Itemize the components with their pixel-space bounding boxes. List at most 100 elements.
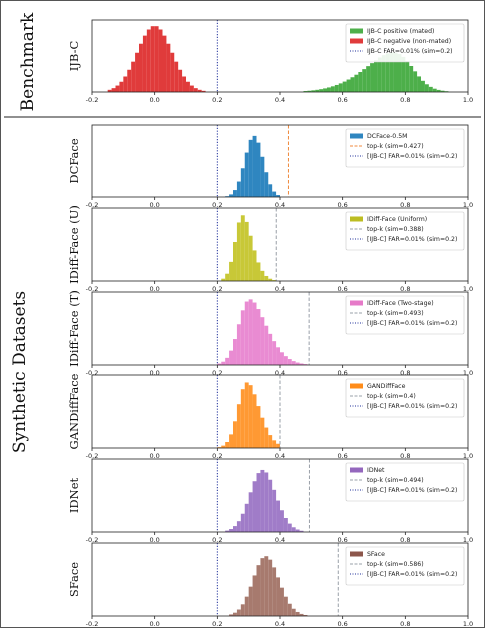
x-tick-label: 0.0	[149, 452, 159, 460]
histogram-bar	[315, 89, 320, 92]
histogram-bar	[260, 156, 265, 197]
x-tick-label: 0.4	[275, 369, 285, 377]
legend-box	[345, 378, 465, 418]
x-tick-label: 0.8	[400, 536, 410, 544]
legend-label: SFace	[367, 551, 385, 558]
histogram-bar	[264, 325, 269, 365]
histogram-bar	[166, 43, 171, 92]
histogram-bar	[236, 609, 241, 616]
x-tick-label: 0.6	[337, 452, 347, 460]
histogram-bar	[276, 500, 280, 532]
histogram-bar	[256, 142, 261, 197]
histogram-bar	[233, 242, 237, 281]
histogram-bar	[240, 168, 245, 197]
legend-label: [IJB-C] FAR=0.01% (sim=0.2)	[367, 153, 457, 160]
histogram-bar	[268, 479, 273, 532]
histogram-bar	[287, 359, 292, 365]
legend-box	[345, 128, 465, 168]
histogram-bar	[162, 35, 167, 92]
histogram-bar	[432, 88, 437, 92]
histogram-bar	[260, 469, 265, 532]
histogram-bar	[154, 26, 159, 92]
legend-swatch	[350, 383, 363, 389]
histogram-bar	[272, 280, 277, 281]
x-tick-label: 0.8	[400, 96, 410, 104]
histogram-bar	[244, 596, 249, 616]
panel-3: IDiff-Face (T) -0.2 0.0 0.2 0.4 0.6 0.8 1.0 IDif…	[67, 290, 473, 377]
histogram-bar	[252, 394, 257, 448]
histogram-bar	[260, 558, 265, 616]
histogram-bar	[248, 492, 253, 532]
histogram-bar	[225, 357, 230, 365]
histogram-bar	[374, 60, 378, 92]
histogram-bar	[366, 66, 371, 92]
histogram-bar	[283, 518, 288, 532]
x-tick-label: 0.2	[212, 536, 222, 544]
legend-label: [IJB-C] FAR=0.01% (sim=0.2)	[367, 403, 457, 410]
histogram-bar	[240, 513, 245, 532]
histogram-bar	[401, 56, 406, 92]
histogram-bar	[244, 301, 249, 365]
x-tick-label: 0.8	[400, 620, 410, 628]
x-tick-label: 1.0	[463, 285, 473, 293]
histogram-bar	[272, 567, 277, 616]
histogram-bar	[256, 406, 261, 448]
x-tick-label: 0.2	[212, 369, 222, 377]
histogram-panels: IJB-C -0.2 0.0 0.2 0.4 0.6 0.8 1.0 IJB-C positiv…	[67, 19, 473, 628]
x-tick-label: 0.0	[149, 201, 159, 209]
legend-swatch	[350, 551, 363, 557]
histogram-bar	[299, 363, 304, 365]
histogram-bar	[283, 596, 288, 616]
legend-label: [IJB-C] FAR=0.01% (sim=0.2)	[367, 487, 457, 494]
row-label: IDNet	[67, 478, 81, 514]
histogram-bar	[272, 489, 277, 532]
x-tick-label: 1.0	[463, 369, 473, 377]
histogram-bar	[252, 250, 257, 281]
row-label: GANDiffFace	[67, 373, 81, 449]
histogram-bar	[225, 442, 230, 448]
histogram-bar	[189, 85, 194, 92]
x-tick-label: 0.6	[337, 285, 347, 293]
histogram-bar	[240, 310, 245, 365]
legend-box	[345, 23, 465, 63]
x-tick-label: 0.0	[149, 96, 159, 104]
panel-2: IDiff-Face (U) -0.2 0.0 0.2 0.4 0.6 0.8 1.0 IDif…	[67, 205, 473, 293]
histogram-bar	[264, 472, 269, 532]
legend-label: top-k (sim=0.388)	[367, 226, 424, 233]
histogram-bar	[264, 172, 269, 197]
x-tick-label: 0.2	[212, 96, 222, 104]
histogram-bar	[409, 66, 414, 92]
legend-label: IJB-C negative (non-mated)	[367, 38, 451, 45]
histogram-bar	[146, 29, 151, 92]
legend-swatch	[350, 133, 363, 139]
x-tick-label: 0.2	[212, 285, 222, 293]
x-tick-label: 1.0	[463, 96, 473, 104]
histogram-bar	[264, 275, 269, 281]
histogram-bar	[260, 270, 265, 281]
histogram-bar	[264, 556, 269, 616]
histogram-bar	[236, 222, 241, 281]
histogram-bar	[256, 473, 261, 532]
x-tick-label: 0.2	[212, 201, 222, 209]
histogram-bar	[268, 435, 273, 448]
histogram-bar	[248, 299, 253, 365]
x-tick-label: 0.0	[149, 369, 159, 377]
histogram-bar	[299, 613, 304, 616]
histogram-bar	[111, 88, 116, 92]
legend-label: DCFace-0.5M	[367, 133, 408, 140]
histogram-bar	[229, 194, 233, 197]
histogram-bar	[186, 81, 190, 92]
histogram-bar	[276, 577, 280, 616]
histogram-bar	[252, 575, 257, 616]
x-tick-label: -0.2	[86, 201, 99, 209]
histogram-bar	[295, 362, 300, 365]
legend-box	[345, 462, 465, 502]
histogram-bar	[236, 324, 241, 365]
histogram-bar	[233, 421, 237, 448]
histogram-bar	[280, 510, 284, 532]
histogram-bar	[248, 385, 253, 448]
histogram-bar	[311, 90, 316, 92]
histogram-bar	[428, 86, 433, 92]
histogram-bar	[370, 63, 374, 92]
